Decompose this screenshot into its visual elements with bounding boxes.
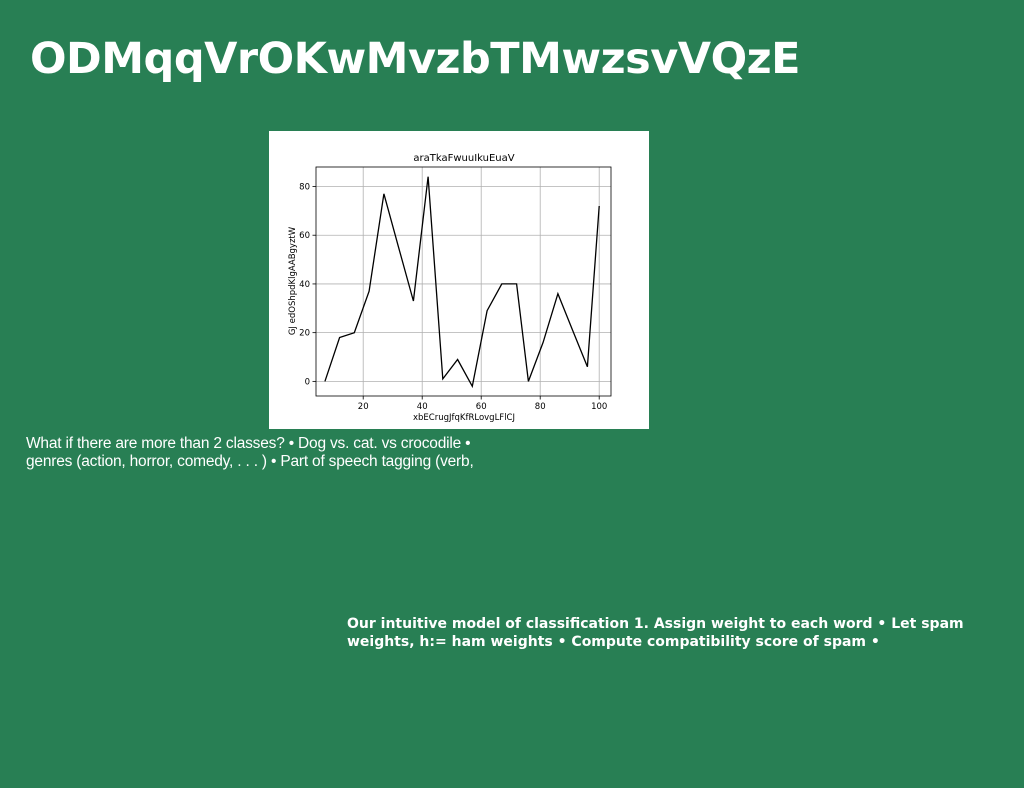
chart-title: araTkaFwuuIkuEuaV (413, 153, 514, 164)
chart-card: araTkaFwuuIkuEuaV 20 40 60 80 100 0 20 40 60 80 x… (269, 131, 649, 429)
axis-ticks: 20 40 60 80 100 0 20 40 60 80 (299, 182, 607, 412)
x-tick-label: 20 (358, 402, 369, 412)
x-tick-label: 60 (476, 402, 487, 412)
y-tick-label: 80 (299, 182, 310, 192)
y-tick-label: 40 (299, 280, 310, 290)
y-axis-label: GJ edOShpdKlgAABgyztW (288, 226, 298, 335)
x-tick-label: 40 (417, 402, 428, 412)
plot-frame (315, 166, 612, 397)
y-tick-label: 20 (299, 329, 310, 339)
x-axis-label: xbECrugJfqKfRLovgLFlCJ (413, 413, 515, 423)
line-chart: araTkaFwuuIkuEuaV 20 40 60 80 100 0 20 40 60 80 x… (288, 153, 612, 423)
x-tick-label: 80 (535, 402, 546, 412)
series-line (324, 176, 600, 389)
x-tick-label: 100 (591, 402, 607, 412)
y-tick-label: 0 (305, 377, 310, 387)
slide-title: ODMqqVrOKwMvzbTMwzsvVQzE (30, 34, 801, 84)
y-tick-label: 60 (299, 231, 310, 241)
note-text: Our intuitive model of classification 1.… (347, 616, 964, 650)
grid-lines (316, 167, 611, 396)
body-text: What if there are more than 2 classes? •… (26, 435, 474, 470)
